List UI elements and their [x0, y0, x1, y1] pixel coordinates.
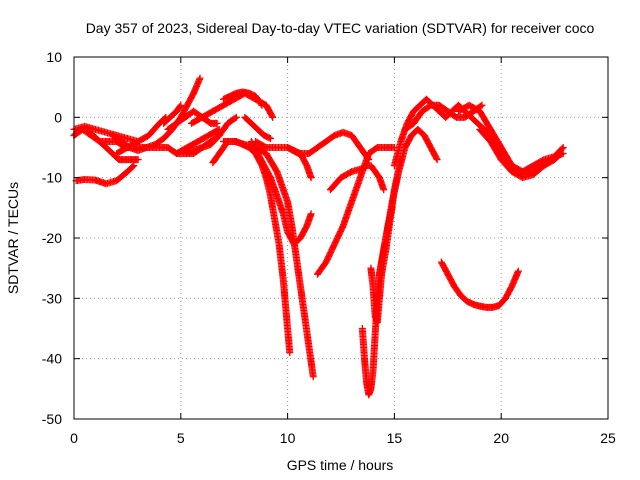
x-tick-labels: 0 5 10 15 20 25	[70, 430, 616, 446]
series-trace-3	[70, 122, 142, 145]
series-trace-18	[241, 113, 275, 142]
data-point	[258, 101, 266, 109]
x-tick-label: 5	[177, 430, 185, 446]
data-point	[433, 156, 441, 164]
series-trace-12	[209, 140, 230, 167]
x-tick-label: 20	[493, 430, 509, 446]
y-tick-label: -40	[42, 351, 62, 367]
data-point	[307, 174, 315, 182]
series-trace-27	[401, 101, 486, 133]
series-trace-28	[437, 258, 522, 311]
x-tick-label: 0	[70, 430, 78, 446]
series-trace-25	[375, 125, 441, 278]
data-point	[231, 114, 239, 122]
y-axis-label: SDTVAR / TECUs	[5, 182, 21, 294]
ticks	[73, 56, 609, 420]
series-trace-21	[314, 144, 398, 278]
x-axis-label: GPS time / hours	[287, 457, 394, 473]
y-tick-label: 10	[46, 49, 62, 65]
data-point	[130, 162, 138, 170]
chart-title: Day 357 of 2023, Sidereal Day-to-day VTE…	[86, 20, 595, 36]
series-trace-7	[160, 101, 185, 127]
series-trace-17	[247, 137, 315, 248]
data-point	[478, 101, 486, 109]
x-tick-label: 15	[387, 430, 403, 446]
series-trace-15	[220, 88, 266, 109]
data-point	[286, 349, 294, 357]
series-trace-11	[181, 113, 240, 158]
data-point	[177, 101, 185, 109]
data-point	[176, 102, 184, 110]
data-point	[477, 102, 485, 110]
series-trace-10	[173, 125, 223, 158]
x-tick-label: 25	[600, 430, 616, 446]
data-point	[232, 113, 240, 121]
data-point	[213, 119, 221, 127]
data-point	[268, 112, 276, 120]
series-trace-20	[305, 128, 373, 164]
data-point	[559, 144, 567, 151]
data-point	[514, 267, 522, 275]
data-point	[257, 100, 265, 108]
data-point	[309, 373, 317, 381]
data-point	[267, 134, 275, 142]
data-point	[134, 156, 142, 164]
data-marks	[70, 74, 567, 399]
data-point	[196, 74, 204, 82]
series-trace-4	[72, 162, 138, 188]
data-point	[307, 210, 315, 218]
data-point	[269, 113, 277, 121]
x-tick-label: 10	[280, 430, 296, 446]
data-point	[559, 150, 567, 158]
data-point	[380, 186, 388, 194]
y-tick-label: -10	[42, 170, 62, 186]
y-tick-label: -50	[42, 411, 62, 427]
y-tick-label: -30	[42, 290, 62, 306]
y-tick-label: -20	[42, 230, 62, 246]
data-point	[432, 154, 440, 162]
y-tick-labels: 10 0 -10 -20 -30 -40 -50	[42, 49, 62, 427]
series-trace-22	[326, 162, 388, 194]
series-trace-6	[113, 113, 170, 158]
y-tick-label: 0	[54, 109, 62, 125]
series-trace-31	[497, 150, 567, 176]
data-point	[129, 163, 137, 171]
series-trace-19	[284, 144, 315, 182]
